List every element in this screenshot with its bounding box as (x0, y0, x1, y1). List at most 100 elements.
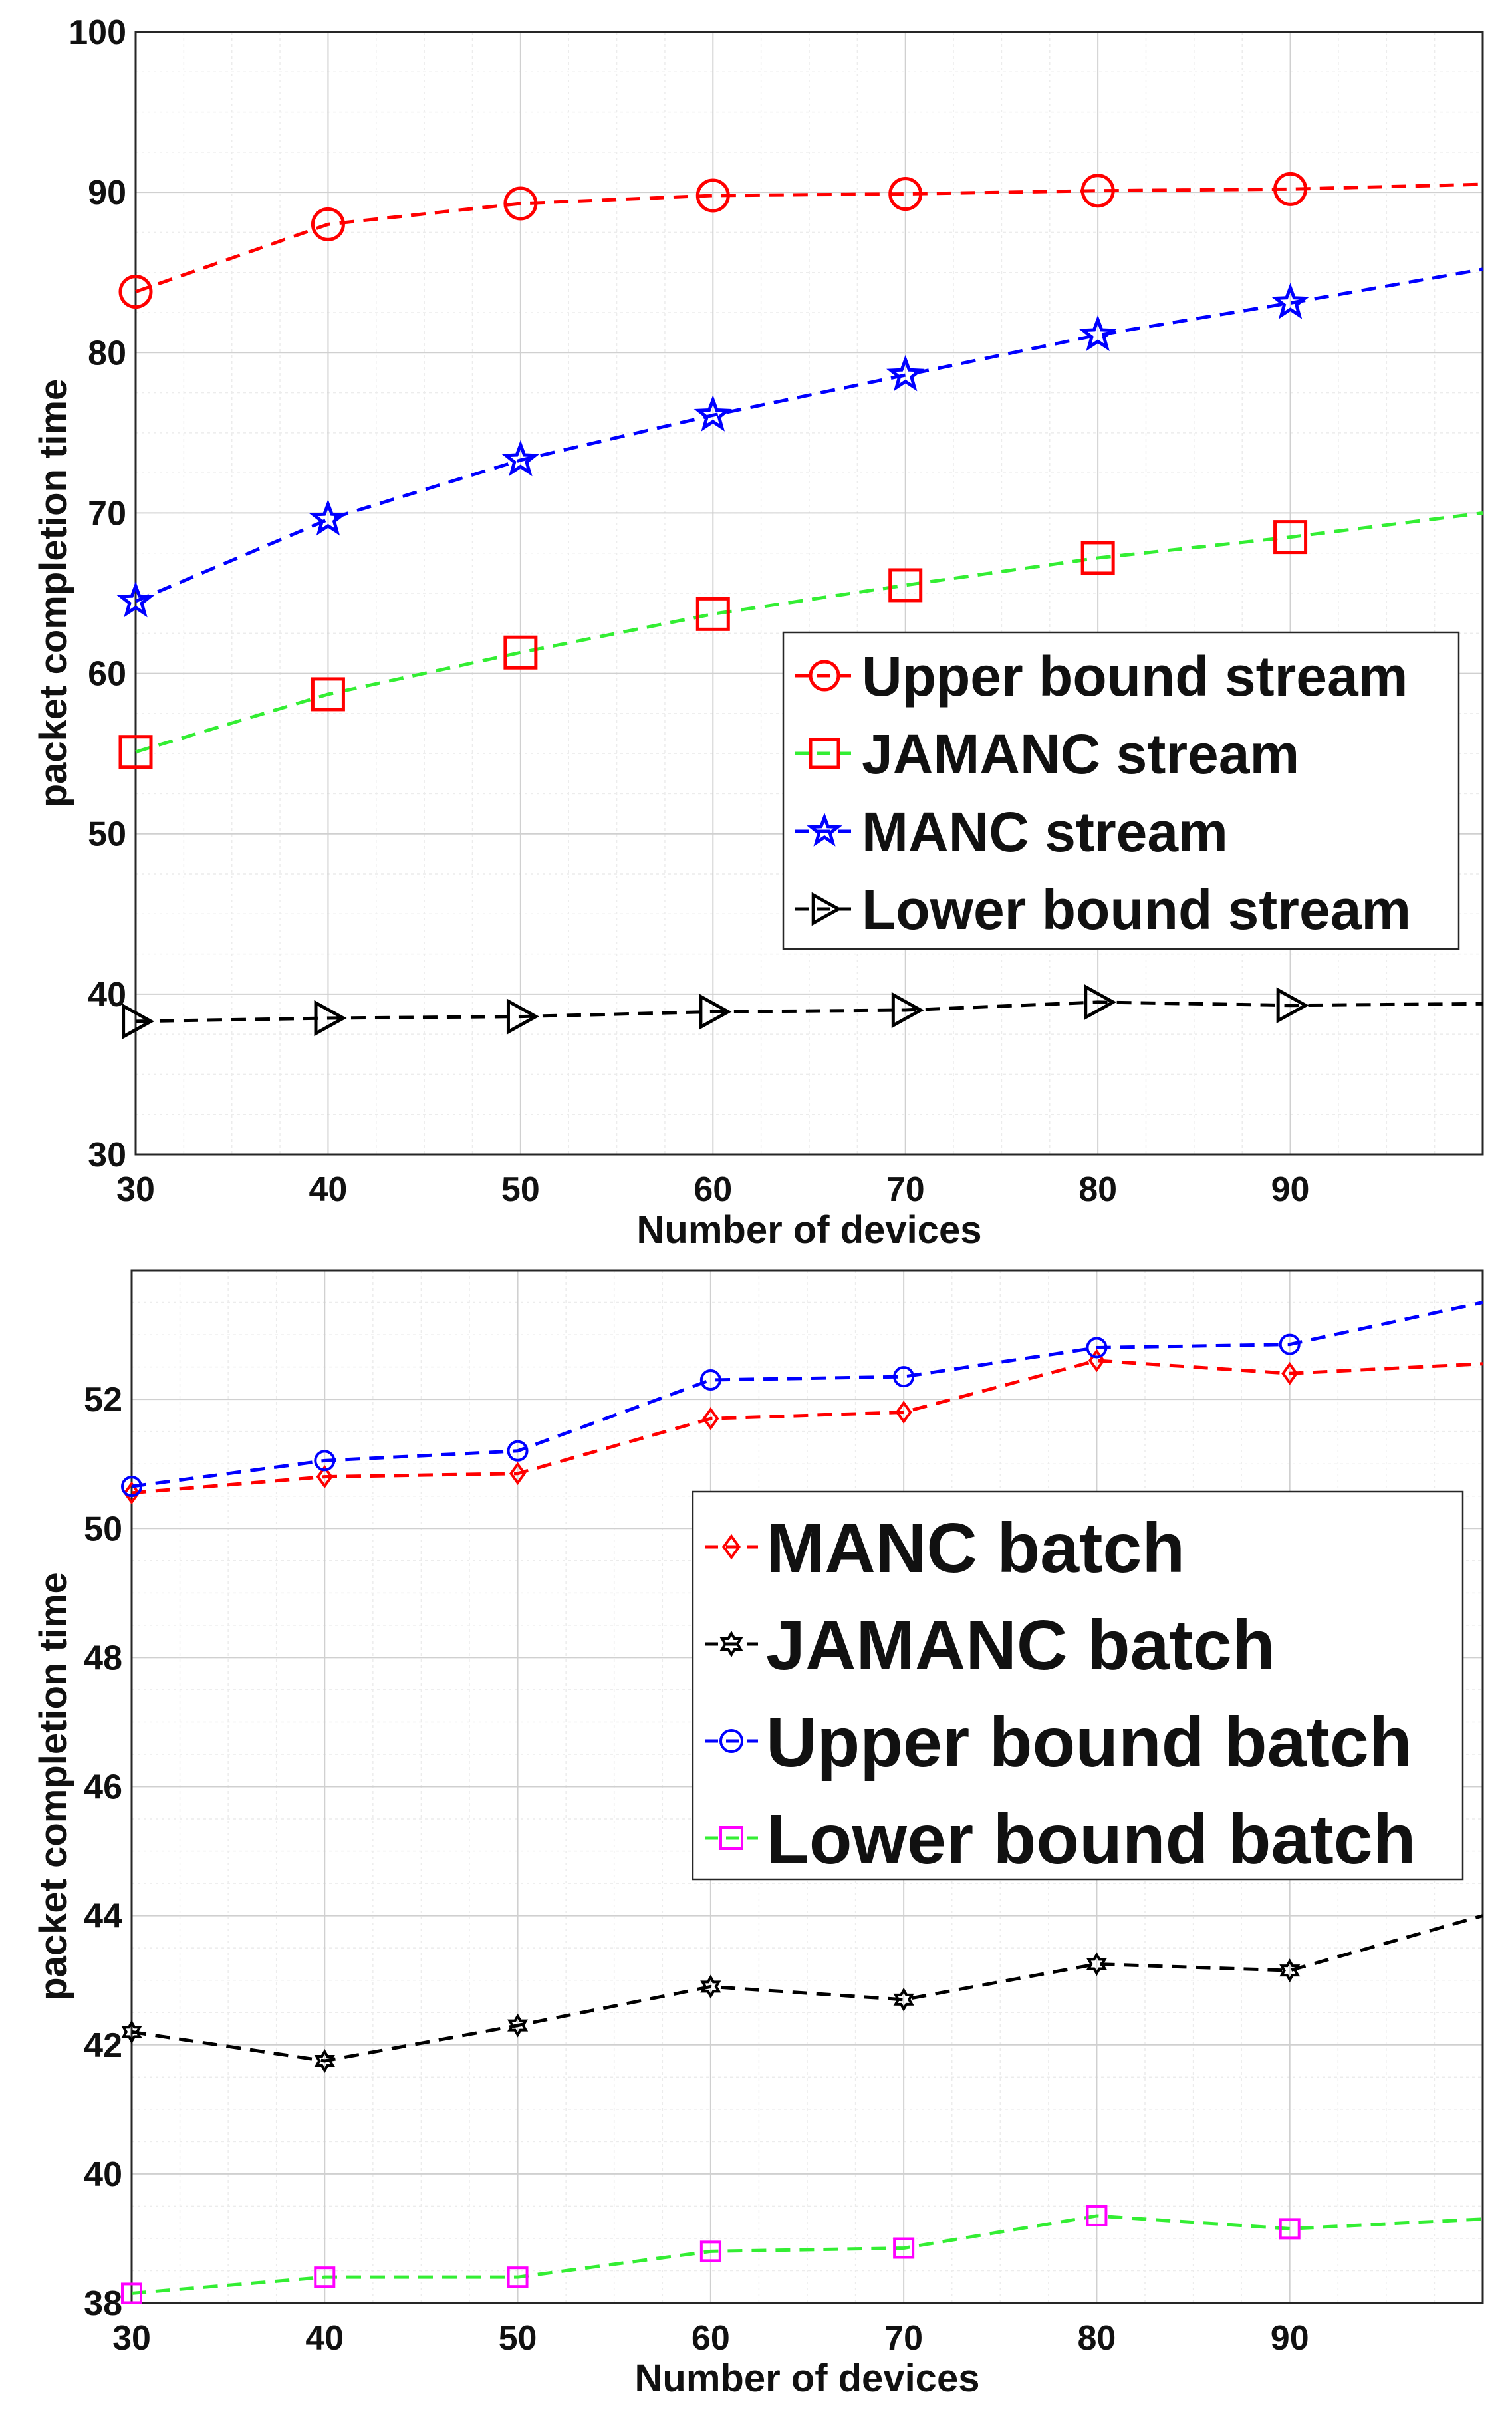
x-tick-label: 80 (1078, 2319, 1116, 2358)
series-jamanc-stream (118, 511, 1483, 769)
data-point (1086, 2205, 1108, 2226)
x-tick-label: 30 (112, 2319, 151, 2358)
data-point (700, 1974, 721, 1999)
data-point (886, 354, 925, 392)
data-point (702, 1407, 719, 1430)
series-manc-batch (123, 1349, 1483, 1505)
y-tick-label: 42 (84, 2026, 122, 2065)
x-tick-label: 40 (309, 1170, 348, 1209)
y-tick-label: 38 (84, 2284, 122, 2323)
series-line (131, 1359, 1483, 1495)
x-tick-label: 60 (693, 1170, 732, 1209)
data-point (501, 440, 540, 477)
data-point (122, 1003, 155, 1040)
series-jamanc-batch (121, 1914, 1483, 2073)
data-point (311, 677, 345, 712)
y-tick-label: 50 (84, 1510, 122, 1548)
data-point (507, 2266, 529, 2288)
y-tick-label: 70 (88, 494, 126, 533)
data-point (1080, 174, 1115, 208)
legend-marker (719, 1826, 743, 1850)
data-point (699, 994, 732, 1030)
data-point (695, 597, 730, 631)
data-point (123, 1481, 140, 1505)
x-tick-label: 90 (1271, 1170, 1310, 1209)
x-axis-label: Number of devices (635, 2357, 980, 2400)
data-point (507, 2013, 529, 2038)
data-point (507, 1440, 529, 1462)
y-tick-label: 30 (88, 1136, 126, 1174)
y-tick-label: 90 (88, 174, 126, 212)
data-point (893, 2237, 915, 2259)
data-point (1271, 283, 1310, 319)
legend-label: JAMANC batch (766, 1606, 1275, 1685)
y-tick-label: 52 (84, 1381, 122, 1419)
y-tick-label: 46 (84, 1768, 122, 1807)
data-point (311, 207, 345, 241)
legend-box (692, 1490, 1464, 1881)
series-line (135, 1000, 1483, 1023)
data-point (1084, 984, 1117, 1021)
stream-chart: 30 40 50 60 70 80 90 30 40 50 60 70 80 90 100 Number of… (32, 13, 1484, 1252)
legend-marker (811, 892, 842, 926)
series-line (131, 1914, 1483, 2063)
series-line (131, 1301, 1483, 1488)
data-point (695, 178, 730, 213)
x-axis-label: Number of devices (637, 1208, 982, 1252)
y-tick-label: 50 (88, 815, 126, 854)
legend-label: MANC stream (862, 801, 1228, 863)
y-tick-label: 44 (84, 1897, 122, 1936)
data-point (893, 1987, 914, 2012)
data-point (893, 1366, 915, 1388)
data-point (891, 992, 924, 1029)
data-point (503, 186, 538, 221)
data-point (314, 2049, 335, 2073)
data-point (1088, 1349, 1105, 1373)
legend-marker (719, 1631, 743, 1657)
legend: Upper bound stream JAMANC stream MANC stre… (782, 631, 1460, 950)
batch-chart: 30 40 50 60 70 80 90 38 40 42 44 46 48 50 52 Number of … (32, 1269, 1484, 2400)
x-tick-label: 60 (692, 2319, 730, 2358)
data-point (121, 2282, 142, 2304)
data-point (1086, 1337, 1108, 1359)
data-point (1273, 520, 1308, 555)
data-point (888, 177, 923, 211)
y-axis-label: packet completion time (32, 379, 75, 808)
legend-label: Lower bound stream (862, 878, 1411, 941)
legend: MANC batch JAMANC batch Upper bound batch L… (692, 1490, 1464, 1881)
series-lower-bound-batch (121, 2205, 1483, 2304)
data-point (118, 735, 153, 769)
series-line (135, 182, 1483, 294)
legend-box (782, 631, 1460, 950)
series-upper-bound-stream (118, 172, 1483, 309)
x-tick-label: 50 (499, 2319, 537, 2358)
x-tick-label: 90 (1271, 2319, 1309, 2358)
y-tick-label: 60 (88, 655, 126, 694)
data-point (121, 2020, 142, 2044)
legend-label: Lower bound batch (766, 1800, 1416, 1879)
data-point (1279, 2218, 1301, 2240)
data-point (314, 2266, 336, 2288)
axes-frame (130, 1269, 1484, 2304)
legend-label: JAMANC stream (862, 723, 1299, 785)
x-tick-label: 40 (305, 2319, 344, 2358)
legend-marker (809, 738, 840, 769)
x-tick-label: 80 (1078, 1170, 1117, 1209)
x-tick-label: 70 (884, 2319, 923, 2358)
series-line (131, 2214, 1483, 2295)
data-point (314, 1450, 336, 1472)
legend-marker (807, 812, 842, 847)
data-point (1281, 1361, 1299, 1385)
x-tick-label: 30 (116, 1170, 155, 1209)
data-point (1273, 172, 1308, 206)
data-point (888, 568, 923, 603)
y-tick-label: 100 (68, 13, 126, 52)
data-point (1078, 315, 1117, 352)
data-point (1279, 1333, 1301, 1355)
legend-label: Upper bound stream (862, 645, 1408, 708)
data-point (699, 2240, 721, 2262)
legend-label: Upper bound batch (766, 1703, 1412, 1782)
x-tick-label: 70 (886, 1170, 925, 1209)
data-point (699, 1369, 721, 1391)
